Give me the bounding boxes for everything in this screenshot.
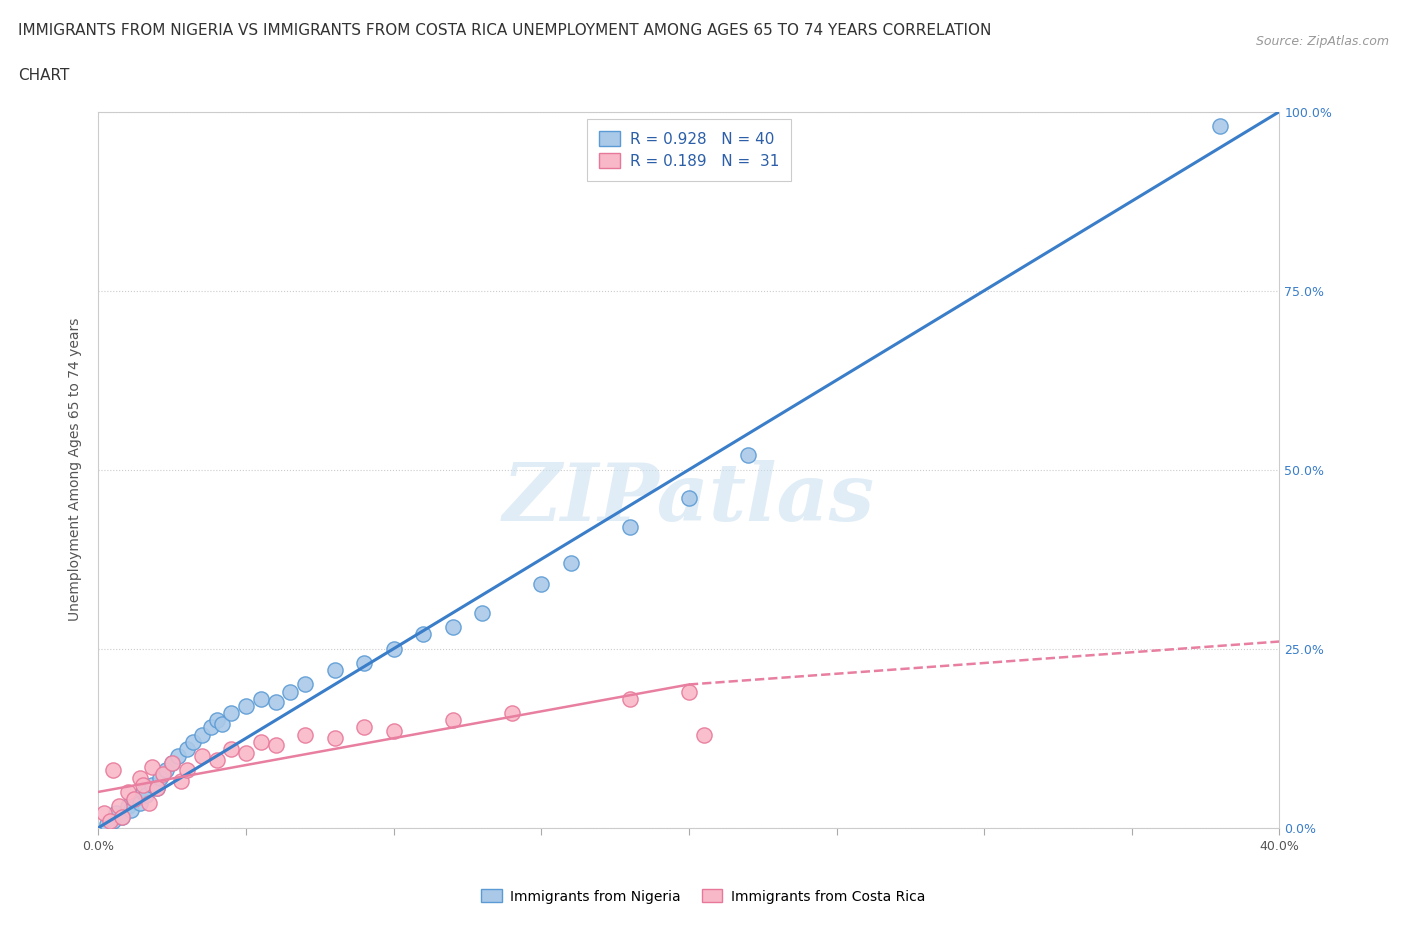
Text: ZIPatlas: ZIPatlas — [503, 459, 875, 537]
Point — [93, 806, 115, 821]
Point — [1209, 118, 1232, 133]
Point — [235, 745, 257, 760]
Point — [191, 749, 214, 764]
Point — [353, 720, 375, 735]
Point — [146, 781, 169, 796]
Point — [176, 741, 198, 756]
Point — [619, 691, 641, 706]
Point — [205, 712, 228, 727]
Legend: Immigrants from Nigeria, Immigrants from Costa Rica: Immigrants from Nigeria, Immigrants from… — [475, 884, 931, 910]
Point — [181, 735, 204, 750]
Point — [382, 642, 405, 657]
Point — [132, 785, 155, 800]
Legend: R = 0.928   N = 40, R = 0.189   N =  31: R = 0.928 N = 40, R = 0.189 N = 31 — [586, 119, 792, 180]
Y-axis label: Unemployment Among Ages 65 to 74 years: Unemployment Among Ages 65 to 74 years — [69, 318, 83, 621]
Point — [111, 809, 134, 824]
Point — [471, 605, 494, 620]
Point — [191, 727, 214, 742]
Point — [96, 817, 118, 831]
Point — [155, 763, 177, 777]
Point — [128, 770, 150, 785]
Point — [619, 520, 641, 535]
Text: IMMIGRANTS FROM NIGERIA VS IMMIGRANTS FROM COSTA RICA UNEMPLOYMENT AMONG AGES 65: IMMIGRANTS FROM NIGERIA VS IMMIGRANTS FR… — [18, 23, 991, 38]
Point — [122, 791, 145, 806]
Point — [530, 577, 553, 591]
Point — [162, 756, 183, 771]
Text: CHART: CHART — [18, 68, 70, 83]
Point — [141, 777, 163, 792]
Point — [135, 788, 157, 803]
Point — [152, 766, 174, 781]
Point — [560, 555, 582, 570]
Point — [117, 785, 139, 800]
Point — [441, 712, 464, 727]
Point — [412, 627, 434, 642]
Point — [737, 448, 759, 463]
Point — [111, 809, 134, 824]
Point — [693, 727, 716, 742]
Point — [278, 684, 302, 699]
Point — [138, 795, 160, 810]
Point — [117, 799, 139, 814]
Point — [235, 698, 257, 713]
Point — [441, 619, 464, 634]
Point — [176, 763, 198, 777]
Point — [250, 691, 273, 706]
Point — [323, 731, 346, 746]
Point — [128, 795, 150, 810]
Point — [149, 770, 172, 785]
Point — [103, 763, 125, 777]
Point — [264, 737, 287, 752]
Point — [323, 663, 346, 678]
Point — [294, 727, 316, 742]
Point — [501, 706, 523, 721]
Point — [678, 684, 700, 699]
Point — [122, 791, 145, 806]
Point — [141, 760, 163, 775]
Text: Source: ZipAtlas.com: Source: ZipAtlas.com — [1256, 35, 1389, 48]
Point — [353, 656, 375, 671]
Point — [250, 735, 273, 750]
Point — [221, 706, 243, 721]
Point — [678, 491, 700, 506]
Point — [205, 752, 228, 767]
Point — [98, 813, 121, 828]
Point — [382, 724, 405, 738]
Point — [146, 781, 169, 796]
Point — [103, 813, 125, 828]
Point — [105, 806, 128, 821]
Point — [200, 720, 222, 735]
Point — [264, 695, 287, 710]
Point — [120, 803, 142, 817]
Point — [170, 774, 193, 789]
Point — [211, 716, 233, 731]
Point — [294, 677, 316, 692]
Point — [108, 799, 131, 814]
Point — [162, 756, 183, 771]
Point — [132, 777, 155, 792]
Point — [167, 749, 190, 764]
Point — [221, 741, 243, 756]
